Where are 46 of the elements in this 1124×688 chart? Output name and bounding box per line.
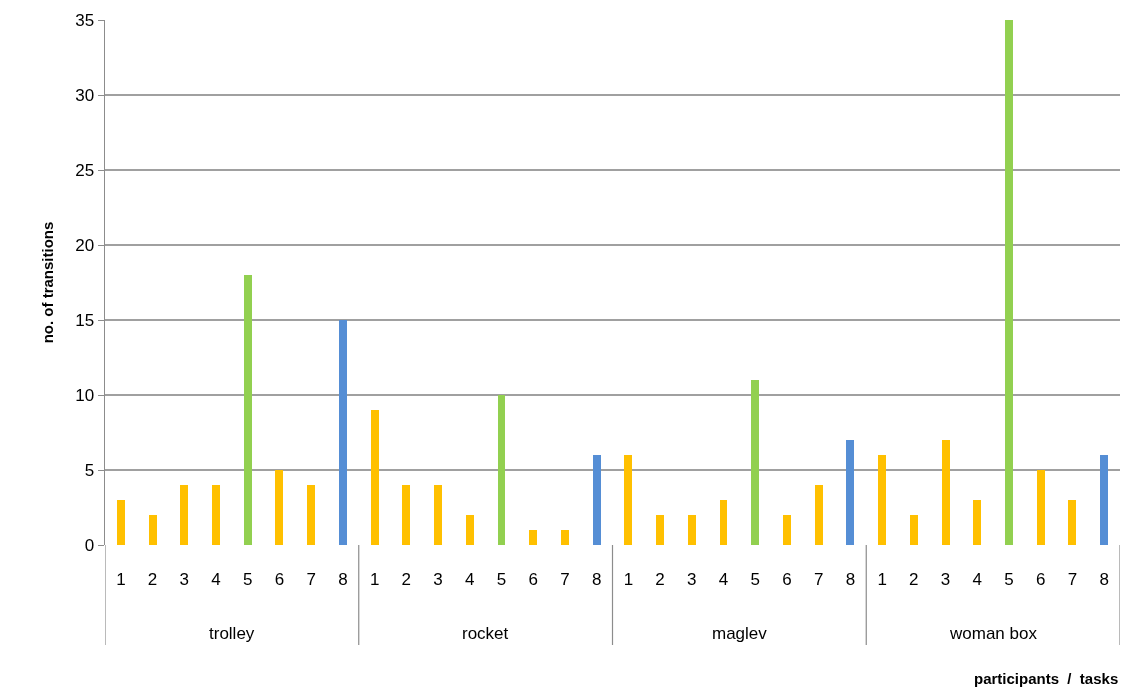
x-tick-label: 8 [1099,570,1109,589]
x-tick-label: 1 [369,570,380,589]
x-tick-label: 5 [243,570,253,589]
x-tick-label: 1 [116,570,126,589]
text: rocket [462,624,509,643]
x-tick-label: 4 [465,570,475,589]
x-tick-label: 7 [306,570,316,589]
x-tick-label: 8 [845,570,856,589]
x-tick-label: 2 [655,570,665,589]
x-tick-label: 5 [1004,570,1014,589]
y-tick-label: 35 [75,10,95,30]
y-tick-label: 15 [75,310,95,330]
x-tick-label: 4 [972,570,982,589]
x-tick-label: 8 [338,570,348,589]
text: participants / tasks [974,670,1119,687]
x-tick-label: 3 [179,570,190,589]
x-tick-label: 8 [591,570,602,589]
x-tick-label: 7 [813,570,824,589]
x-tick-label: 1 [623,570,634,589]
x-tick-label: 5 [750,570,760,589]
x-tick-label: 3 [940,570,951,589]
x-tick-label: 3 [433,570,443,589]
x-tick-label: 6 [782,570,792,589]
x-tick-label: 3 [687,570,697,589]
x-tick-label: 4 [211,570,221,589]
x-tick-label: 6 [1035,570,1046,589]
y-tick-label: 10 [75,385,95,405]
y-tick-label: 20 [75,235,95,255]
y-axis-title: no. of transitions [38,221,56,344]
y-tick-label: 30 [75,85,95,105]
x-tick-label: 2 [147,570,158,589]
x-tick-label: 7 [560,570,570,589]
x-tick-label: 6 [274,570,285,589]
text: trolley [209,624,255,643]
y-tick-label: 25 [75,160,95,180]
x-tick-label: 5 [496,570,507,589]
x-tick-label: 1 [877,570,887,589]
x-tick-label: 4 [718,570,729,589]
y-tick-label: 0 [84,535,95,555]
x-tick-label: 2 [909,570,919,589]
text: woman box [949,624,1038,643]
x-tick-label: 7 [1067,570,1078,589]
x-tick-label: 2 [401,570,412,589]
x-tick-label: 6 [528,570,538,589]
y-tick-label: 5 [84,460,95,480]
text: maglev [712,624,768,643]
